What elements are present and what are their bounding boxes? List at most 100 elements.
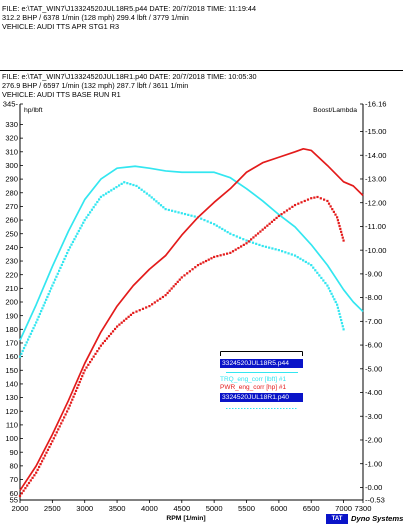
series-point: [129, 313, 133, 316]
series-point: [105, 337, 109, 340]
legend-series-torque: TRQ_eng_corr [lbft] #1: [220, 376, 287, 383]
series-point: [170, 287, 173, 290]
series-point: [200, 217, 203, 220]
x-tick-label: 2500: [44, 504, 61, 513]
series-point: [57, 269, 61, 272]
y-axis-label-right: Boost/Lambda: [313, 107, 357, 114]
x-axis-label: RPM [1/min]: [166, 515, 205, 522]
series-point: [94, 352, 97, 355]
series-point: [31, 476, 34, 479]
series-point: [261, 244, 264, 248]
x-tick-label: 3000: [76, 504, 93, 513]
y2-tick-label: -6.00: [365, 341, 382, 350]
series-point: [338, 224, 341, 228]
series-point: [229, 251, 232, 254]
y-tick-label: 120: [5, 407, 18, 416]
series-point: [83, 369, 86, 372]
series-point: [178, 278, 181, 281]
series-point: [252, 236, 255, 239]
series-point: [336, 216, 339, 219]
series-point: [226, 231, 229, 234]
series-point: [256, 232, 260, 235]
series-point: [268, 246, 271, 249]
y2-tick-label: -8.00: [365, 293, 382, 302]
series-point: [18, 355, 22, 358]
y-tick-label: 55: [10, 496, 18, 505]
series-point: [302, 259, 305, 262]
series-point: [277, 249, 280, 252]
y-tick-label: 190: [5, 311, 18, 320]
series-point: [112, 187, 115, 190]
series-point: [296, 256, 299, 259]
series-point: [80, 224, 83, 227]
series-point: [37, 315, 40, 318]
series-point: [20, 492, 23, 495]
series-point: [281, 250, 284, 253]
y-tick-label: 290: [5, 175, 18, 184]
series-point: [27, 481, 31, 485]
series-point: [122, 319, 126, 322]
series-point: [273, 218, 276, 221]
series-point: [271, 247, 274, 250]
series-point: [334, 213, 337, 216]
series-point: [150, 196, 153, 199]
series-point: [46, 448, 50, 451]
series-point: [213, 223, 216, 226]
series-point: [113, 327, 117, 331]
y-tick-label: 220: [5, 270, 18, 279]
stats-line: 312.2 BHP / 6378 1/min (128 mph) 299.4 l…: [2, 13, 189, 22]
series-point: [129, 182, 132, 186]
series-point: [40, 460, 44, 463]
series-point: [329, 205, 332, 208]
series-line: [19, 165, 364, 341]
series-point: [140, 188, 143, 191]
y-tick-label: 320: [5, 134, 18, 143]
series-point: [62, 260, 65, 264]
series-point: [277, 214, 280, 218]
x-tick-label: 3500: [109, 504, 126, 513]
series-point: [203, 218, 206, 222]
series-point: [66, 251, 69, 255]
y2-tick-label: -5.00: [365, 364, 382, 373]
y-tick-label: 300: [5, 161, 18, 170]
series-point: [284, 251, 287, 254]
x-tick-label: 7000: [335, 504, 352, 513]
series-point: [148, 304, 151, 308]
series-point: [65, 410, 69, 413]
series-point: [110, 189, 113, 192]
series-point: [127, 315, 130, 318]
series-point: [285, 209, 289, 212]
series-point: [51, 440, 54, 443]
series-point: [304, 260, 307, 264]
series-point: [251, 241, 255, 244]
chart-axes: [19, 104, 364, 501]
series-point: [266, 224, 269, 227]
series-point: [87, 363, 90, 366]
series-point: [199, 262, 202, 265]
series-point: [92, 206, 95, 209]
y2-tick-label: -12.00: [365, 198, 387, 207]
series-point: [36, 318, 39, 321]
series-point: [332, 210, 335, 213]
series-point: [52, 437, 55, 440]
series-point: [319, 197, 322, 200]
series-point: [60, 263, 63, 267]
series-point: [48, 445, 51, 449]
series-point: [63, 416, 66, 419]
series-point: [238, 236, 242, 239]
series-point: [183, 212, 187, 216]
series-point: [120, 182, 123, 185]
series-point: [145, 192, 148, 195]
y-tick-label: 130: [5, 393, 18, 402]
series-point: [157, 202, 160, 205]
legend-series-power: PWR_eng_corr [hp] #1: [220, 384, 287, 391]
file-line: FILE: e:\TAT_WIN7\J13324520JUL18R5.p44 D…: [2, 4, 257, 13]
series-point: [337, 222, 340, 225]
series-point: [223, 229, 227, 232]
series-point: [145, 306, 148, 309]
x-tick-label: 5000: [206, 504, 223, 513]
series-point: [290, 253, 293, 256]
series-point: [99, 195, 102, 198]
y-tick-label: 345-: [3, 100, 19, 109]
